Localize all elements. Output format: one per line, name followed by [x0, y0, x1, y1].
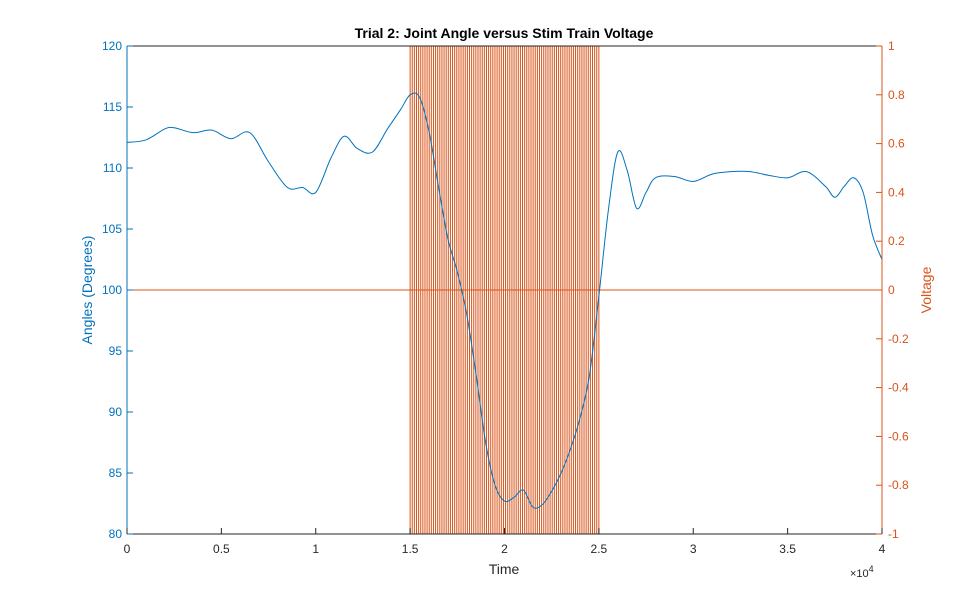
- right-y-tick-label: 1: [888, 39, 895, 53]
- chart-title: Trial 2: Joint Angle versus Stim Train V…: [355, 25, 654, 41]
- x-axis-exponent-base: ×10: [850, 568, 869, 580]
- right-y-tick-label: 0.8: [888, 88, 905, 102]
- right-y-tick-label: 0.2: [888, 234, 905, 248]
- left-y-tick-label: 90: [109, 405, 123, 419]
- angle-line: [126, 92, 883, 509]
- x-tick-label: 1.5: [402, 542, 419, 556]
- right-y-tick-label: 0.6: [888, 137, 905, 151]
- y-axis-label-left: Angles (Degrees): [79, 236, 95, 345]
- left-y-tick-label: 105: [102, 222, 122, 236]
- right-y-tick-label: 0.4: [888, 185, 905, 199]
- x-axis: 0 0.5 1 1.5 2 2.5 3 3.5 4: [124, 528, 886, 556]
- right-y-tick-label: -0.8: [888, 478, 909, 492]
- x-tick-label: 1: [312, 542, 319, 556]
- left-y-tick-label: 85: [109, 466, 123, 480]
- right-y-tick-label: -0.2: [888, 332, 909, 346]
- right-y-tick-label: -1: [888, 527, 899, 541]
- left-y-tick-label: 100: [102, 283, 122, 297]
- left-y-tick-label: 115: [103, 100, 122, 114]
- x-axis-label: Time: [489, 561, 520, 577]
- x-tick-label: 2: [501, 542, 508, 556]
- left-y-axis: 80 85 90 95 100 105 110 115 120: [102, 39, 133, 541]
- x-axis-exponent: ×104: [850, 564, 874, 580]
- plot-series: [126, 46, 883, 534]
- x-tick-label: 3.5: [779, 542, 796, 556]
- left-y-tick-label: 80: [109, 527, 123, 541]
- left-y-tick-label: 110: [103, 161, 122, 175]
- right-y-tick-label: 0: [888, 283, 895, 297]
- x-tick-label: 3: [690, 542, 697, 556]
- x-tick-label: 0.5: [213, 542, 230, 556]
- x-tick-label: 2.5: [591, 542, 608, 556]
- right-y-tick-label: -0.4: [888, 381, 909, 395]
- left-y-tick-label: 95: [109, 344, 123, 358]
- x-axis-exponent-power: 4: [869, 564, 874, 574]
- right-y-axis: -1 -0.8 -0.6 -0.4 -0.2 0 0.2 0.4 0.6 0.8 1: [876, 39, 909, 541]
- y-axis-label-right: Voltage: [918, 266, 934, 313]
- x-tick-label: 0: [124, 542, 131, 556]
- left-y-tick-label: 120: [102, 39, 122, 53]
- right-y-tick-label: -0.6: [888, 429, 909, 443]
- x-tick-label: 4: [879, 542, 886, 556]
